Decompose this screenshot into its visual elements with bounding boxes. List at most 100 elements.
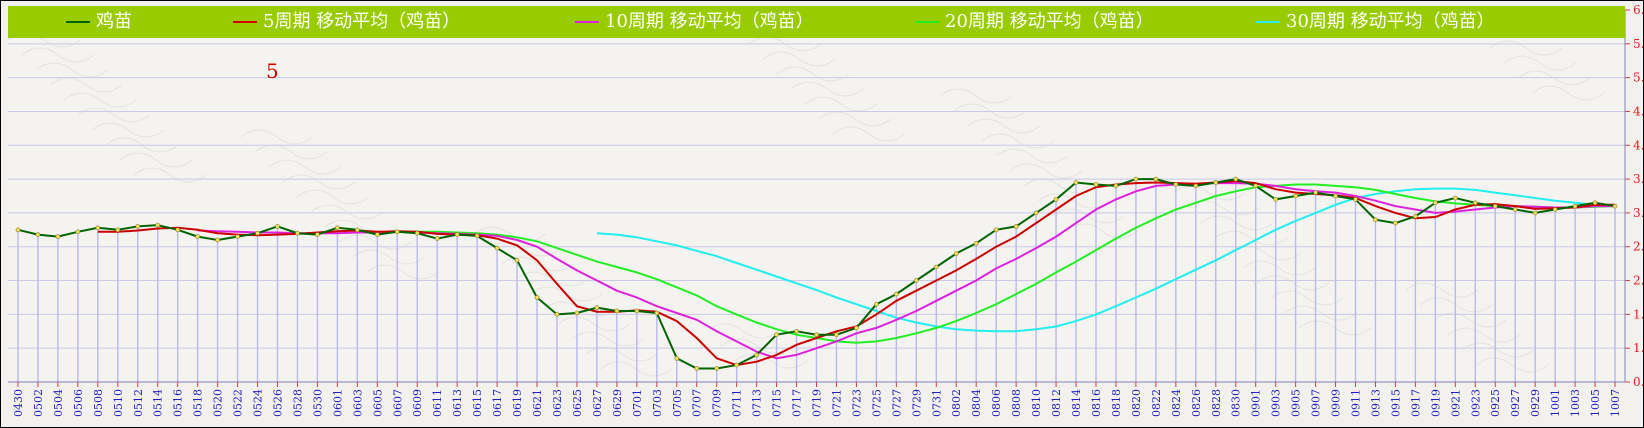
texture-stroke: [338, 234, 412, 250]
data-point: [874, 301, 879, 307]
x-tick-label: 0810: [1030, 389, 1043, 417]
data-point: [654, 310, 660, 316]
data-point: [1093, 182, 1099, 187]
data-point: [674, 356, 680, 361]
texture-stroke: [35, 62, 109, 78]
texture-stroke: [91, 122, 165, 138]
data-point: [355, 227, 360, 233]
data-point: [894, 291, 899, 297]
x-tick-label: 0522: [232, 389, 245, 417]
texture-stroke: [599, 361, 673, 377]
data-point: [35, 232, 41, 237]
data-point: [1512, 207, 1518, 212]
texture-stroke: [352, 249, 426, 265]
data-point: [1333, 193, 1338, 199]
y-tick-label: 1.80: [1633, 307, 1643, 321]
legend-item-ma30: 30周期 移动平均（鸡苗）: [1256, 6, 1495, 38]
x-tick-label: 0625: [571, 389, 584, 417]
x-tick-label: 0929: [1529, 389, 1542, 417]
x-tick-label: 0828: [1210, 389, 1223, 417]
x-tick-label: 0617: [491, 389, 504, 417]
data-point: [15, 227, 21, 233]
texture-stroke: [1503, 55, 1577, 71]
data-point: [235, 234, 240, 239]
x-tick-label: 0711: [731, 389, 744, 417]
x-tick-label: 0919: [1429, 389, 1442, 417]
data-point: [1133, 176, 1139, 182]
data-point: [854, 325, 859, 331]
chart-annotation: 5: [266, 59, 279, 83]
data-point: [135, 224, 141, 229]
x-tick-label: 0911: [1350, 389, 1363, 417]
x-tick-label: 0727: [890, 389, 903, 417]
data-point: [574, 310, 580, 316]
x-tick-label: 0603: [351, 389, 364, 417]
data-point: [335, 225, 340, 231]
x-tick-label: 0816: [1090, 389, 1103, 417]
texture-stroke: [1461, 342, 1535, 358]
x-tick-label: 0510: [112, 389, 125, 417]
data-point: [1233, 176, 1239, 182]
data-point: [295, 230, 300, 236]
data-point: [215, 237, 220, 243]
data-point: [75, 229, 81, 235]
texture-stroke: [1405, 282, 1479, 298]
data-point: [1353, 197, 1358, 202]
x-tick-label: 0609: [411, 389, 424, 417]
texture-stroke: [818, 111, 892, 127]
data-point: [1572, 203, 1578, 209]
y-tick-label: 4.30: [1633, 138, 1643, 152]
data-point: [1472, 200, 1478, 206]
data-point: [993, 227, 999, 233]
data-point: [1253, 183, 1258, 189]
x-tick-label: 0629: [611, 389, 624, 417]
data-point: [155, 222, 161, 228]
data-point: [1153, 176, 1159, 182]
texture-stroke: [268, 159, 342, 175]
data-point: [933, 264, 939, 270]
x-tick-label: 0502: [32, 389, 45, 417]
x-tick-label: 0516: [172, 389, 185, 417]
data-point: [1273, 197, 1278, 202]
texture-stroke: [1447, 327, 1521, 343]
texture-stroke: [1009, 163, 1083, 179]
data-point: [1453, 195, 1458, 201]
texture-stroke: [254, 144, 328, 160]
x-tick-label: 0901: [1250, 389, 1263, 417]
y-tick-label: 1.30: [1633, 341, 1643, 355]
texture-stroke: [240, 129, 314, 145]
x-tick-label: 0717: [791, 389, 804, 417]
data-point: [315, 232, 320, 237]
x-tick-label: 0713: [751, 389, 764, 417]
x-tick-label: 0621: [531, 389, 544, 417]
x-tick-label: 0518: [192, 389, 205, 417]
texture-stroke: [77, 107, 151, 123]
data-point: [914, 278, 919, 283]
texture-stroke: [1200, 215, 1274, 231]
x-tick-label: 1001: [1549, 389, 1562, 417]
x-tick-label: 0917: [1409, 389, 1422, 417]
x-tick-label: 0725: [870, 389, 883, 417]
x-tick-label: 0615: [471, 389, 484, 417]
x-tick-label: 0611: [431, 389, 444, 417]
texture-stroke: [1270, 290, 1344, 306]
texture-stroke: [1475, 357, 1549, 373]
texture-stroke: [310, 204, 384, 220]
texture-stroke: [776, 66, 850, 82]
x-tick-label: 0430: [12, 389, 25, 417]
x-tick-label: 0709: [711, 389, 724, 417]
x-tick-label: 0915: [1389, 389, 1402, 417]
legend-swatch-icon: [233, 21, 257, 23]
x-tick-label: 0613: [451, 389, 464, 417]
texture-stroke: [282, 174, 356, 190]
texture-stroke: [967, 118, 1041, 134]
x-tick-label: 0607: [391, 389, 404, 417]
texture-stroke: [1256, 275, 1330, 291]
texture-stroke: [981, 133, 1055, 149]
data-point: [614, 308, 620, 314]
legend-label: 5周期 移动平均（鸡苗）: [263, 11, 461, 32]
data-point: [1073, 180, 1079, 185]
legend-label: 鸡苗: [96, 11, 132, 32]
x-tick-label: 0812: [1050, 389, 1063, 417]
x-tick-label: 0907: [1310, 389, 1323, 417]
